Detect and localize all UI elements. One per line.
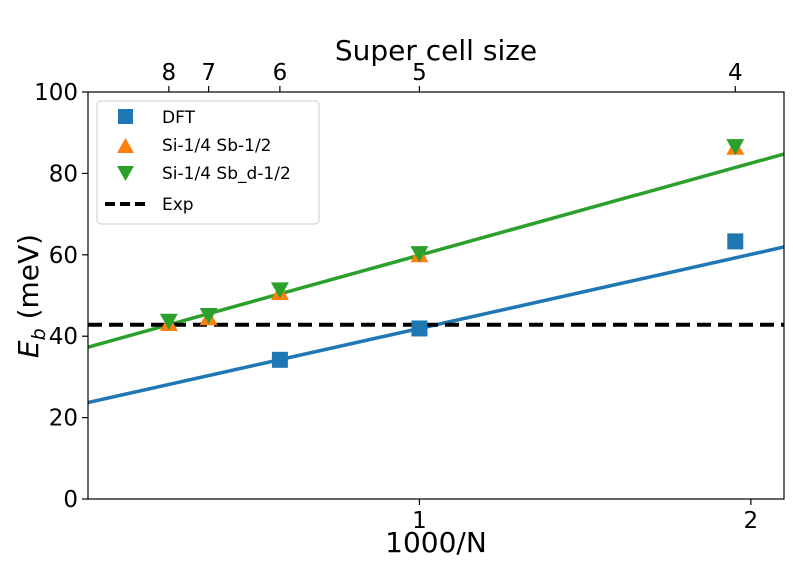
y-tick-label-3: 60	[49, 243, 78, 269]
marker-2-2	[270, 282, 289, 299]
x-tick-label-1: 2	[744, 508, 759, 534]
top-axis-title: Super cell size	[335, 34, 537, 67]
legend-label-dft: DFT	[162, 108, 196, 128]
legend-marker-sb	[117, 138, 134, 153]
y-tick-label-2: 40	[49, 324, 78, 350]
top-tick-label-4: 4	[728, 60, 743, 86]
top-tick-label-3: 5	[412, 60, 427, 86]
legend-label-sbd: Si-1/4 Sb_d-1/2	[162, 164, 291, 184]
plot-content	[88, 138, 784, 405]
x-axis-title: 1000/N	[385, 526, 487, 559]
marker-0-2	[727, 233, 744, 250]
y-tick-label-5: 100	[34, 80, 78, 106]
y-tick-label-4: 80	[49, 161, 78, 187]
legend-box	[96, 100, 320, 225]
y-axis-title: Eb (meV)	[12, 234, 50, 358]
top-tick-label-2: 6	[273, 60, 288, 86]
plot-frame	[87, 91, 785, 500]
legend-label-exp: Exp	[162, 195, 194, 215]
legend: DFT Si-1/4 Sb-1/2 Si-1/4 Sb_d-1/2 Exp	[96, 100, 320, 225]
y-tick-label-1: 20	[49, 406, 78, 432]
top-tick-label-0: 8	[162, 60, 177, 86]
y-tick-label-0: 0	[63, 487, 78, 513]
x-tick-label-0: 1	[412, 508, 427, 534]
legend-marker-dft	[118, 109, 133, 124]
marker-2-4	[726, 139, 745, 156]
marker-0-0	[271, 351, 288, 368]
marker-2-3	[410, 246, 429, 263]
legend-marker-sbd	[117, 166, 134, 181]
marker-0-1	[411, 320, 428, 337]
marker-2-1	[199, 308, 218, 325]
legend-label-sb: Si-1/4 Sb-1/2	[162, 136, 272, 156]
top-tick-label-1: 7	[201, 60, 216, 86]
marker-2-0	[159, 313, 178, 330]
